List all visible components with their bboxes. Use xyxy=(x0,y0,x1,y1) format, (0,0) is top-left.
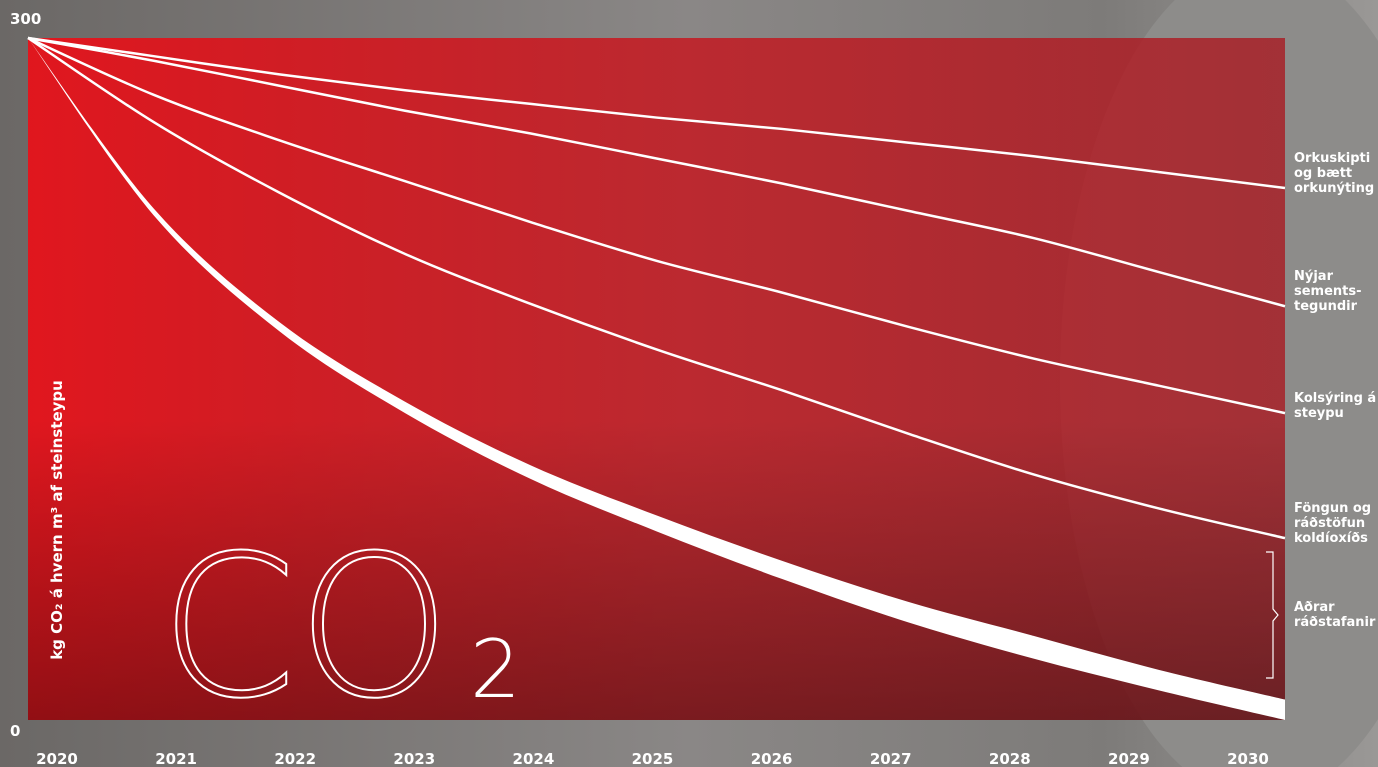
x-tick-label: 2023 xyxy=(393,750,435,767)
series-label: Kolsýring á steypu xyxy=(1294,391,1377,422)
plot-shade xyxy=(28,420,1285,720)
x-tick-label: 2021 xyxy=(155,750,197,767)
x-tick-label: 2029 xyxy=(1108,750,1150,767)
series-line xyxy=(27,36,1286,190)
x-tick-label: 2026 xyxy=(751,750,793,767)
y-axis-label: kg CO₂ á hvern m³ af steinsteypu xyxy=(48,380,66,660)
series-line xyxy=(27,36,1286,540)
x-tick-label: 2030 xyxy=(1227,750,1269,767)
series-label: Aðrar ráðstafanir xyxy=(1294,600,1376,630)
series-label: Föngun og ráðstöfun koldíoxíðs xyxy=(1294,501,1372,547)
co2-subscript: 2 xyxy=(470,623,521,716)
y-tick-label: 300 xyxy=(10,10,41,28)
series-label: Nýjar sements-tegundir xyxy=(1294,269,1362,315)
band-bracket xyxy=(1266,551,1279,679)
series-label: Orkuskipti og bætt orkunýting xyxy=(1294,151,1375,197)
x-tick-label: 2028 xyxy=(989,750,1031,767)
co2-annotation: CO xyxy=(160,514,451,742)
x-tick-label: 2027 xyxy=(870,750,912,767)
x-tick-label: 2022 xyxy=(274,750,316,767)
x-tick-label: 2020 xyxy=(36,750,78,767)
y-tick-label: 0 xyxy=(10,722,20,740)
series-line xyxy=(27,36,1286,308)
series-line xyxy=(27,36,1286,415)
x-tick-label: 2024 xyxy=(513,750,555,767)
x-tick-label: 2025 xyxy=(632,750,674,767)
